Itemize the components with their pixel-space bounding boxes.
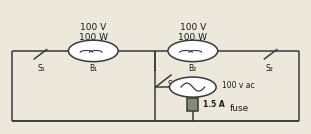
- Circle shape: [168, 40, 218, 62]
- Circle shape: [68, 40, 118, 62]
- Text: B₁: B₁: [89, 64, 97, 73]
- Text: fuse: fuse: [229, 104, 248, 113]
- Text: 100 W: 100 W: [178, 34, 207, 42]
- Text: 100 W: 100 W: [79, 34, 108, 42]
- Text: 100 V: 100 V: [80, 23, 106, 32]
- Text: B₂: B₂: [189, 64, 197, 73]
- Circle shape: [169, 77, 216, 97]
- Text: S₃: S₃: [168, 80, 176, 89]
- Text: 100 v ac: 100 v ac: [222, 81, 255, 90]
- Text: 1.5 A: 1.5 A: [203, 100, 225, 109]
- Text: 100 V: 100 V: [180, 23, 206, 32]
- Text: S₁: S₁: [37, 64, 45, 73]
- Text: S₂: S₂: [266, 64, 274, 73]
- Bar: [187, 98, 198, 111]
